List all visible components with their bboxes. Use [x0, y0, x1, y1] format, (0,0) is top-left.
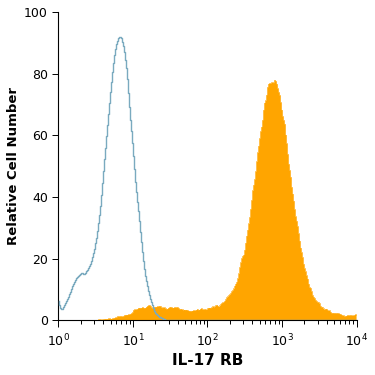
- Y-axis label: Relative Cell Number: Relative Cell Number: [7, 87, 20, 245]
- X-axis label: IL-17 RB: IL-17 RB: [172, 353, 243, 368]
